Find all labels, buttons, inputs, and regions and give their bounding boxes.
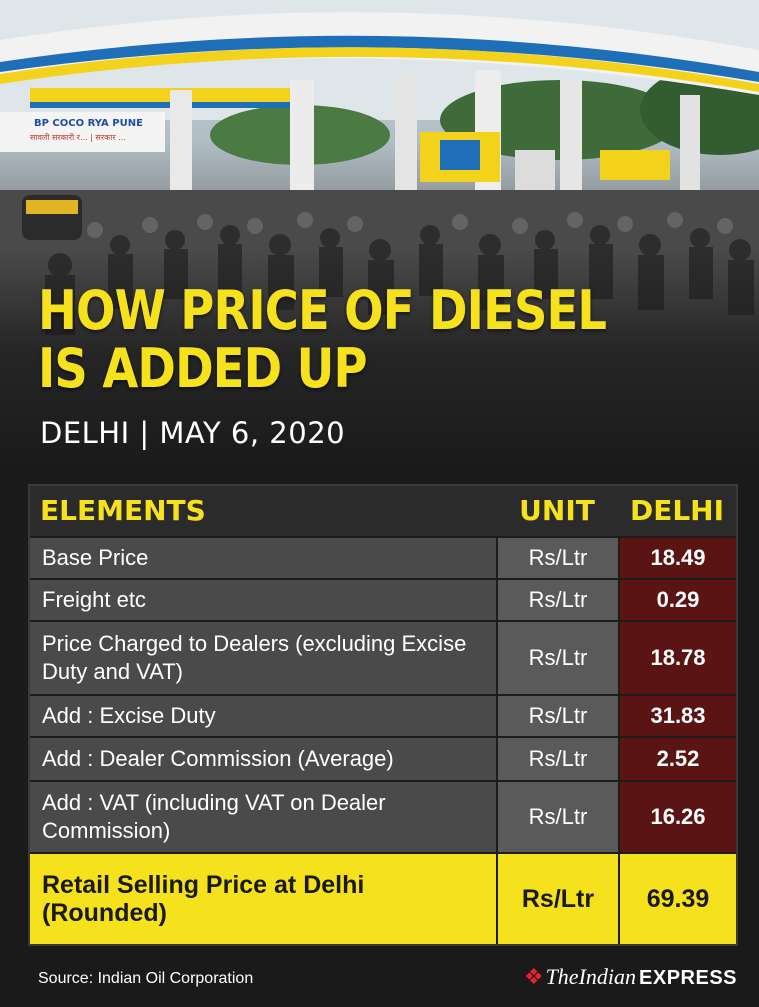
- station-sign-text: BP COCO RYA PUNE: [34, 118, 143, 129]
- table-total-row: Retail Selling Price at Delhi (Rounded) …: [30, 852, 736, 944]
- row-value: 16.26: [618, 782, 736, 852]
- row-unit: Rs/Ltr: [496, 580, 618, 620]
- petrol-pump-photo: BP COCO RYA PUNE सावली सरकारी र... | सरक…: [0, 0, 759, 470]
- publisher-logo: ❖ The Indian EXPRESS: [524, 964, 737, 990]
- row-element: Base Price: [30, 538, 496, 578]
- table-row: Add : VAT (including VAT on Dealer Commi…: [30, 780, 736, 852]
- table-header-row: ELEMENTS UNIT DELHI: [30, 486, 736, 536]
- subhead-location-date: DELHI | MAY 6, 2020: [40, 416, 346, 450]
- row-value: 31.83: [618, 696, 736, 736]
- table-row: Add : Excise Duty Rs/Ltr 31.83: [30, 694, 736, 736]
- row-value: 18.49: [618, 538, 736, 578]
- brand-express: EXPRESS: [639, 967, 737, 989]
- header-city: DELHI: [629, 494, 725, 527]
- brand-the: The: [545, 964, 579, 989]
- table-row: Freight etc Rs/Ltr 0.29: [30, 578, 736, 620]
- total-element: Retail Selling Price at Delhi (Rounded): [30, 854, 496, 944]
- total-value: 69.39: [618, 854, 736, 944]
- flame-icon: ❖: [523, 964, 544, 989]
- photo-gradient-overlay: [0, 250, 759, 470]
- row-unit: Rs/Ltr: [496, 782, 618, 852]
- row-element: Price Charged to Dealers (excluding Exci…: [30, 622, 496, 694]
- row-value: 2.52: [618, 738, 736, 780]
- row-element: Add : Excise Duty: [30, 696, 496, 736]
- header-elements: ELEMENTS: [40, 494, 206, 527]
- headline-line-1: HOW PRICE OF DIESEL: [38, 279, 607, 342]
- row-value: 0.29: [618, 580, 736, 620]
- row-unit: Rs/Ltr: [496, 622, 618, 694]
- table-row: Base Price Rs/Ltr 18.49: [30, 536, 736, 578]
- row-element: Add : Dealer Commission (Average): [30, 738, 496, 780]
- header-unit: UNIT: [519, 494, 595, 527]
- row-element: Add : VAT (including VAT on Dealer Commi…: [30, 782, 496, 852]
- headline-line-2: IS ADDED UP: [38, 337, 368, 400]
- table-row: Price Charged to Dealers (excluding Exci…: [30, 620, 736, 694]
- price-breakdown-table: ELEMENTS UNIT DELHI Base Price Rs/Ltr 18…: [28, 484, 738, 946]
- table-row: Add : Dealer Commission (Average) Rs/Ltr…: [30, 736, 736, 780]
- brand-indian: Indian: [578, 964, 637, 989]
- row-unit: Rs/Ltr: [496, 738, 618, 780]
- row-element: Freight etc: [30, 580, 496, 620]
- total-unit: Rs/Ltr: [496, 854, 618, 944]
- headline: HOW PRICE OF DIESEL IS ADDED UP: [38, 282, 640, 398]
- station-sign-subtext: सावली सरकारी र... | सरकार ...: [30, 132, 126, 142]
- row-unit: Rs/Ltr: [496, 696, 618, 736]
- row-value: 18.78: [618, 622, 736, 694]
- row-unit: Rs/Ltr: [496, 538, 618, 578]
- source-credit: Source: Indian Oil Corporation: [38, 970, 254, 987]
